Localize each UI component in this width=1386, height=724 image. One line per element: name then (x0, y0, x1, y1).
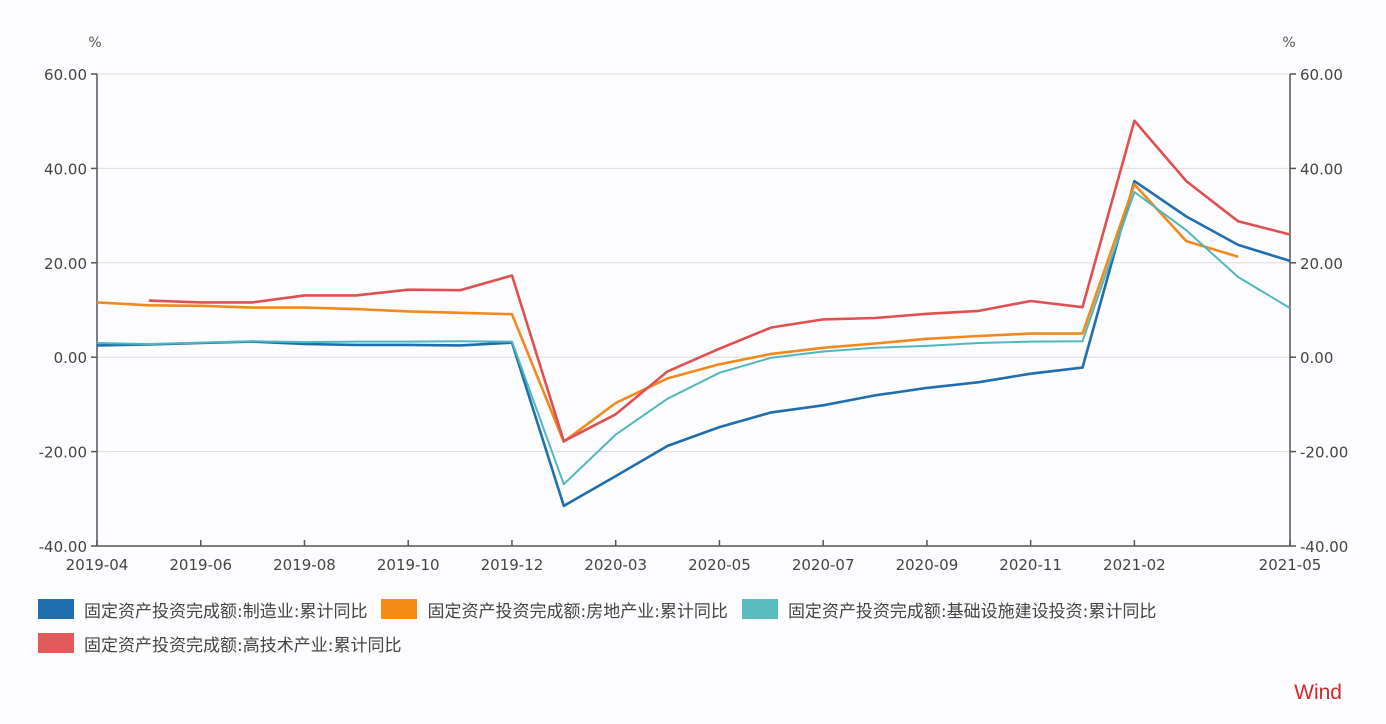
x-tick-label: 2020-05 (688, 556, 751, 574)
x-tick-label: 2021-05 (1259, 556, 1322, 574)
line-chart: 60.00 60.00 40.00 40.00 20.00 20.00 0.00 0.00 -2… (39, 35, 1349, 574)
x-tick-label: 2019-10 (377, 556, 440, 574)
legend-label-infrastructure: 固定资产投资完成额:基础设施建设投资:累计同比 (787, 601, 1157, 622)
x-tick-label: 2020-11 (999, 556, 1062, 574)
left-y-tick-label: 0.00 (54, 349, 87, 367)
left-y-tick-label: -20.00 (39, 444, 87, 462)
legend-row-2: 固定资产投资完成额:高技术产业:累计同比 (38, 626, 1358, 660)
left-y-tick-label: 20.00 (44, 255, 87, 273)
legend-row-1: 固定资产投资完成额:制造业:累计同比 固定资产投资完成额:房地产业:累计同比 固… (38, 592, 1358, 626)
right-y-tick-label: 0.00 (1300, 349, 1333, 367)
series-lines (96, 119, 1291, 508)
legend-label-manufacturing: 固定资产投资完成额:制造业:累计同比 (84, 601, 368, 622)
axes (91, 73, 1296, 547)
right-y-tick-label: 60.00 (1300, 66, 1343, 84)
right-y-tick-label: -40.00 (1300, 538, 1348, 556)
x-tick-label: 2020-07 (792, 556, 855, 574)
legend-label-real-estate: 固定资产投资完成额:房地产业:累计同比 (427, 601, 728, 622)
series-line-3 (148, 119, 1291, 443)
series-line-0 (96, 179, 1291, 508)
wind-watermark-logo: Wind (1294, 681, 1342, 704)
left-unit-label: % (88, 35, 101, 51)
legend-item-infrastructure[interactable]: 固定资产投资完成额:基础设施建设投资:累计同比 (741, 597, 1157, 622)
x-tick-label: 2020-09 (896, 556, 959, 574)
x-tick-label: 2019-08 (273, 556, 336, 574)
right-y-tick-label: -20.00 (1300, 444, 1348, 462)
x-tick-label: 2021-02 (1103, 556, 1166, 574)
legend-swatch-manufacturing (38, 599, 74, 619)
right-y-tick-label: 20.00 (1300, 255, 1343, 273)
legend-swatch-infrastructure (741, 599, 778, 619)
right-y-tick-label: 40.00 (1300, 160, 1343, 178)
series-line-1 (96, 183, 1239, 443)
x-tick-label: 2020-03 (584, 556, 647, 574)
x-tick-label: 2019-04 (66, 556, 129, 574)
legend-swatch-real-estate (381, 599, 418, 619)
legend-label-high-tech: 固定资产投资完成额:高技术产业:累计同比 (84, 635, 402, 656)
left-y-tick-label: 40.00 (44, 160, 87, 178)
legend-item-manufacturing[interactable]: 固定资产投资完成额:制造业:累计同比 (38, 597, 367, 622)
legend-item-high-tech[interactable]: 固定资产投资完成额:高技术产业:累计同比 (38, 631, 401, 656)
left-y-tick-label: 60.00 (44, 66, 87, 84)
right-unit-label: % (1282, 35, 1295, 51)
legend-item-real-estate[interactable]: 固定资产投资完成额:房地产业:累计同比 (381, 597, 728, 622)
legend: 固定资产投资完成额:制造业:累计同比 固定资产投资完成额:房地产业:累计同比 固… (38, 592, 1358, 660)
gridlines (97, 73, 1290, 453)
legend-swatch-high-tech (38, 633, 74, 653)
left-y-tick-label: -40.00 (39, 538, 87, 556)
x-tick-label: 2019-12 (481, 556, 544, 574)
axis-labels: 60.00 60.00 40.00 40.00 20.00 20.00 0.00 0.00 -2… (39, 35, 1349, 574)
x-tick-label: 2019-06 (169, 556, 232, 574)
series-line-2 (96, 191, 1291, 486)
